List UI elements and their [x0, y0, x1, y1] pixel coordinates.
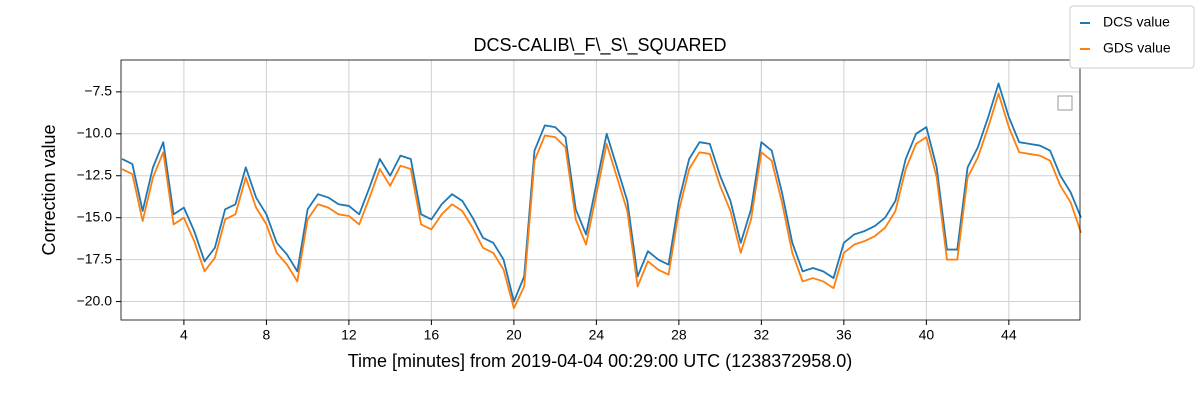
y-tick-label: −15.0 — [77, 208, 113, 224]
x-tick-label: 32 — [754, 327, 770, 343]
x-tick-label: 12 — [341, 327, 357, 343]
x-tick-label: 24 — [589, 327, 605, 343]
chart-title: DCS-CALIB\_F\_S\_SQUARED — [473, 35, 726, 56]
x-tick-label: 4 — [180, 327, 188, 343]
x-tick-label: 20 — [506, 327, 522, 343]
data-line — [121, 92, 1082, 310]
y-axis-label: Correction value — [39, 124, 59, 255]
y-tick-label: −17.5 — [77, 250, 113, 266]
legend-label: DCS value — [1103, 14, 1170, 30]
x-axis-label: Time [minutes] from 2019-04-04 00:29:00 … — [348, 351, 853, 371]
data-line — [121, 82, 1082, 303]
x-tick-label: 16 — [424, 327, 440, 343]
x-tick-label: 8 — [262, 327, 270, 343]
empty-legend — [1057, 95, 1073, 111]
y-tick-label: −20.0 — [77, 292, 113, 308]
x-tick-label: 36 — [836, 327, 852, 343]
y-tick-label: −12.5 — [77, 166, 113, 182]
x-tick-label: 28 — [671, 327, 687, 343]
x-tick-label: 40 — [919, 327, 935, 343]
legend-label: GDS value — [1103, 40, 1171, 56]
y-tick-label: −7.5 — [84, 83, 112, 99]
x-tick-label: 44 — [1001, 327, 1017, 343]
plot-frame — [120, 59, 1081, 321]
legend-box — [1069, 5, 1195, 69]
y-tick-label: −10.0 — [77, 125, 113, 141]
